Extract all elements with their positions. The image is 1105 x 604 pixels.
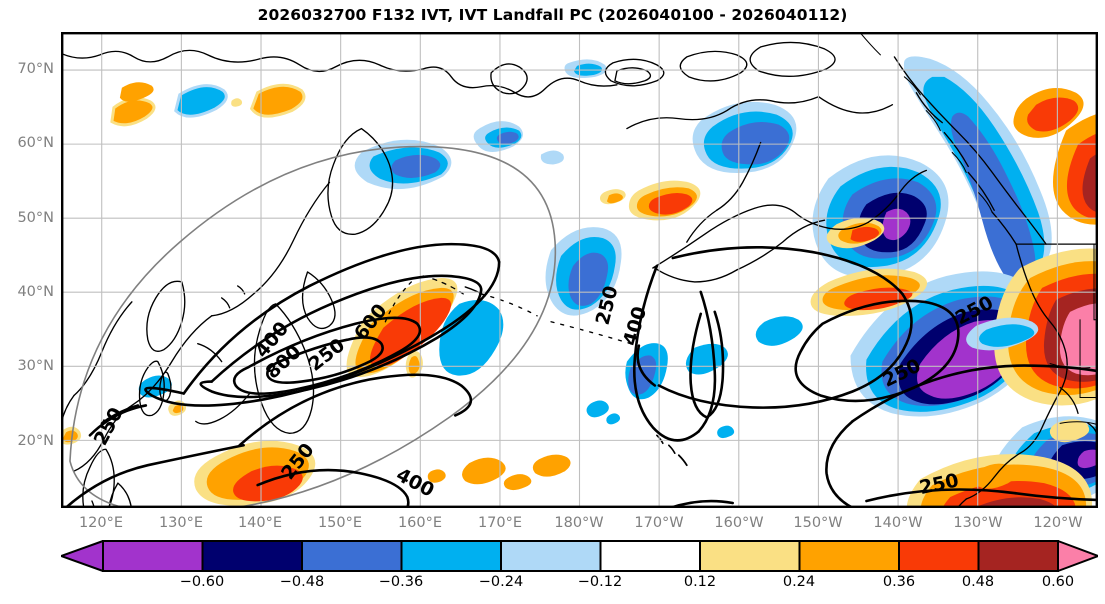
cbar-tick--0.12: −0.12 <box>577 574 623 590</box>
map-gridlines <box>62 33 1097 507</box>
lon-tick-160E: 160°E <box>397 515 443 531</box>
lon-tick-160W: 160°W <box>714 515 764 531</box>
map-plot-area[interactable]: 250 400 600 800 250 400 250 400 250 250 … <box>61 32 1098 508</box>
lon-tick-170E: 170°E <box>477 515 523 531</box>
map-canvas: 250 400 600 800 250 400 250 400 250 250 … <box>62 33 1097 507</box>
lon-tick-130W: 130°W <box>953 515 1003 531</box>
page-title: 2026032700 F132 IVT, IVT Landfall PC (20… <box>257 6 848 24</box>
colorbar[interactable] <box>61 540 1098 572</box>
cbar-tick--0.24: −0.24 <box>478 574 524 590</box>
cbar-tick-0.36: 0.36 <box>882 574 916 590</box>
lat-tick-60: 60°N <box>17 135 54 151</box>
cbar-tick-0.12: 0.12 <box>683 574 717 590</box>
landfall-domain-ellipse <box>69 145 557 507</box>
colorbar-svg <box>61 540 1098 572</box>
lon-tick-180W: 180°W <box>554 515 604 531</box>
colorbar-extend-high <box>1057 540 1098 572</box>
cbar-tick-0.60: 0.60 <box>1041 574 1075 590</box>
shaded-anomaly-field <box>62 56 1097 507</box>
lon-tick-170W: 170°W <box>634 515 684 531</box>
colorbar-extend-low <box>61 540 104 572</box>
lon-tick-130E: 130°E <box>158 515 204 531</box>
ivt-contours <box>64 242 1097 507</box>
colorbar-bands <box>61 540 1098 572</box>
cbar-tick--0.60: −0.60 <box>179 574 225 590</box>
lon-tick-140W: 140°W <box>873 515 923 531</box>
lon-tick-150W: 150°W <box>793 515 843 531</box>
lat-tick-70: 70°N <box>17 61 54 77</box>
lat-tick-40: 40°N <box>17 284 54 300</box>
cbar-tick--0.48: −0.48 <box>279 574 325 590</box>
cbar-tick--0.36: −0.36 <box>378 574 424 590</box>
lat-tick-30: 30°N <box>17 358 54 374</box>
colorbar-tick-labels: −0.60 −0.48 −0.36 −0.24 −0.12 0.12 0.24 … <box>61 574 1098 596</box>
lon-tick-120E: 120°E <box>78 515 124 531</box>
lon-tick-120W: 120°W <box>1033 515 1083 531</box>
lat-tick-20: 20°N <box>17 433 54 449</box>
lon-tick-140E: 140°E <box>237 515 283 531</box>
lat-tick-50: 50°N <box>17 210 54 226</box>
cbar-tick-0.24: 0.24 <box>782 574 816 590</box>
lon-tick-150E: 150°E <box>317 515 363 531</box>
cbar-tick-0.48: 0.48 <box>961 574 995 590</box>
